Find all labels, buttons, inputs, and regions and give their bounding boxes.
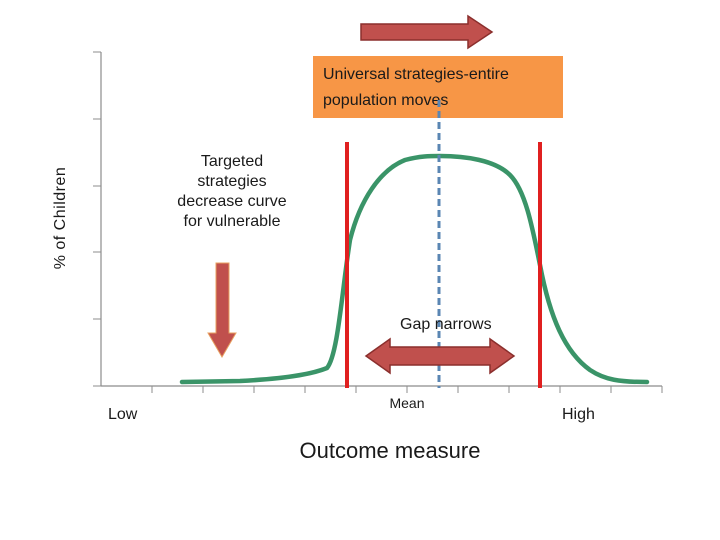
universal-text-line-2: population moves	[323, 92, 449, 109]
arrow-down-icon	[207, 262, 237, 358]
arrow-right-icon	[360, 14, 494, 50]
x-axis-label: Outcome measure	[299, 438, 481, 463]
universal-text-line-1: Universal strategies-entire	[323, 66, 509, 83]
x-ticks	[151, 386, 663, 393]
targeted-line-3: decrease curve	[177, 193, 287, 210]
targeted-line-1: Targeted	[200, 153, 264, 170]
low-label: Low	[108, 406, 138, 423]
y-axis-label: % of Children	[52, 166, 69, 270]
targeted-line-4: for vulnerable	[183, 213, 281, 230]
mean-label: Mean	[389, 395, 425, 411]
double-arrow-icon	[364, 337, 516, 375]
gap-narrows-label: Gap narrows	[400, 316, 492, 333]
universal-strategies-box: Universal strategies-entire population m…	[313, 56, 563, 118]
targeted-line-2: strategies	[197, 173, 267, 190]
targeted-strategies-text: Targeted strategies decrease curve for v…	[152, 152, 312, 232]
high-label: High	[562, 406, 595, 423]
y-ticks	[93, 51, 101, 387]
